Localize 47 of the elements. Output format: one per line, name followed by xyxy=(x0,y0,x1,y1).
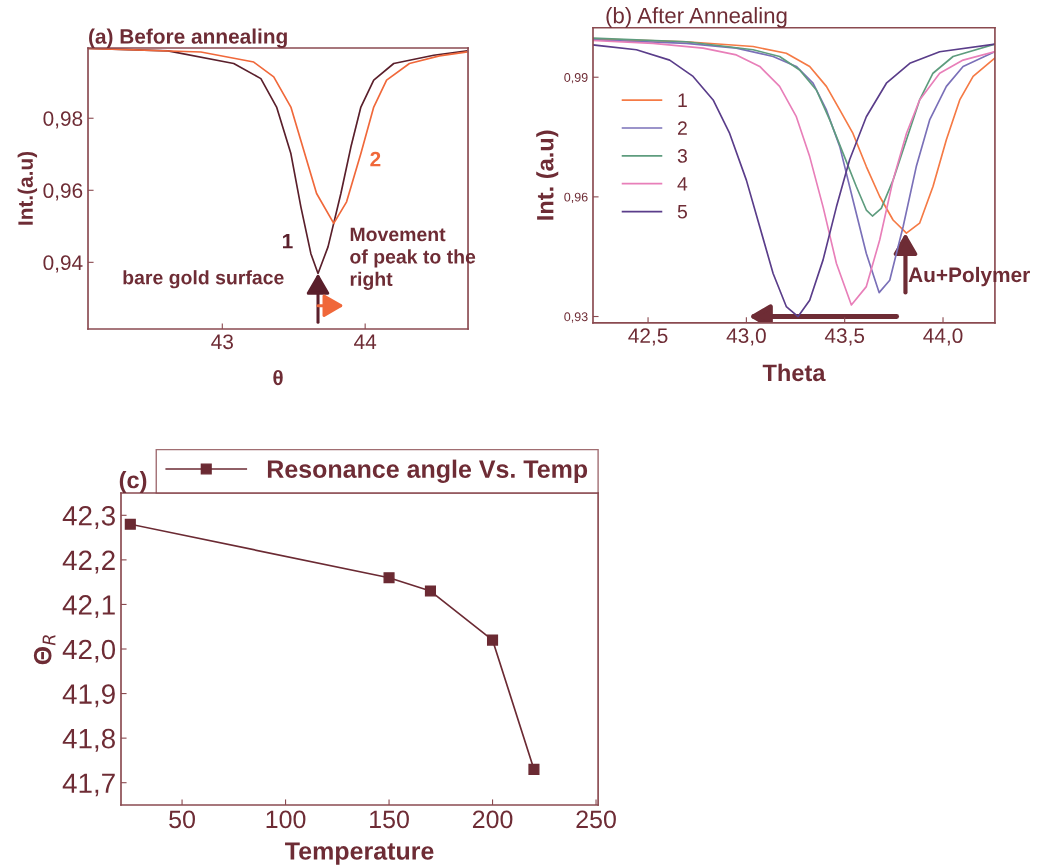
x-tick-label: 43,5 xyxy=(824,328,865,346)
x-tick-label: 150 xyxy=(370,810,409,829)
y-tick-label: 42,1 xyxy=(62,595,115,619)
point xyxy=(528,763,540,775)
y-tick-label: 42,3 xyxy=(62,505,115,529)
legend-label: 1 xyxy=(678,93,687,107)
y-tick-label: 0,98 xyxy=(43,111,83,129)
legend-label: 2 xyxy=(677,121,687,135)
point xyxy=(424,585,437,597)
x-axis-title: Temperature xyxy=(285,842,434,865)
x-tick-label: 43,0 xyxy=(726,328,766,346)
legend-label: 3 xyxy=(677,149,687,163)
y-axis-title: Int.(a.u) xyxy=(17,151,38,225)
series-label: 1 xyxy=(282,234,293,249)
point xyxy=(124,518,136,530)
y-tick-label: 0,96 xyxy=(43,183,83,201)
x-tick-label: 44 xyxy=(354,334,377,349)
x-tick-label: 43 xyxy=(211,334,233,350)
y-tick-label: 0,94 xyxy=(43,255,83,273)
y-tick-label: 41,8 xyxy=(62,728,115,752)
x-tick-label: 42,5 xyxy=(628,328,668,346)
x-axis-title: Theta xyxy=(762,363,826,382)
y-tick-label: 0,93 xyxy=(564,312,588,323)
x-tick-label: 200 xyxy=(472,810,513,829)
x-tick-label: 100 xyxy=(266,810,306,829)
x-tick-label: 50 xyxy=(169,810,195,829)
y-tick-label: 42,2 xyxy=(62,550,115,574)
chart-title: (b) After Annealing xyxy=(606,7,787,28)
x-tick-label: 44,0 xyxy=(923,328,963,346)
legend-label: Resonance angle Vs. Temp xyxy=(267,459,588,484)
point xyxy=(383,572,395,584)
x-tick-label: 250 xyxy=(576,810,616,829)
legend-label: 4 xyxy=(677,177,688,191)
point xyxy=(486,634,499,646)
y-tick-label: 41,7 xyxy=(62,773,115,797)
y-tick-label: 0,96 xyxy=(564,192,588,203)
y-axis-title: Θ$_{R}$ xyxy=(33,635,56,665)
series-label: 2 xyxy=(370,151,381,167)
annotation: bare gold surface xyxy=(123,270,284,289)
y-tick-label: 41,9 xyxy=(62,684,115,708)
y-tick-label: 42,0 xyxy=(62,639,116,663)
chart-title: (a) Before annealing xyxy=(89,28,287,48)
x-axis-title: θ xyxy=(273,369,283,386)
chart-title: (c) xyxy=(119,471,147,494)
y-tick-label: 0,99 xyxy=(564,73,588,84)
legend-label: 5 xyxy=(677,204,687,219)
y-axis-title: Int. (a.u) xyxy=(536,130,559,220)
